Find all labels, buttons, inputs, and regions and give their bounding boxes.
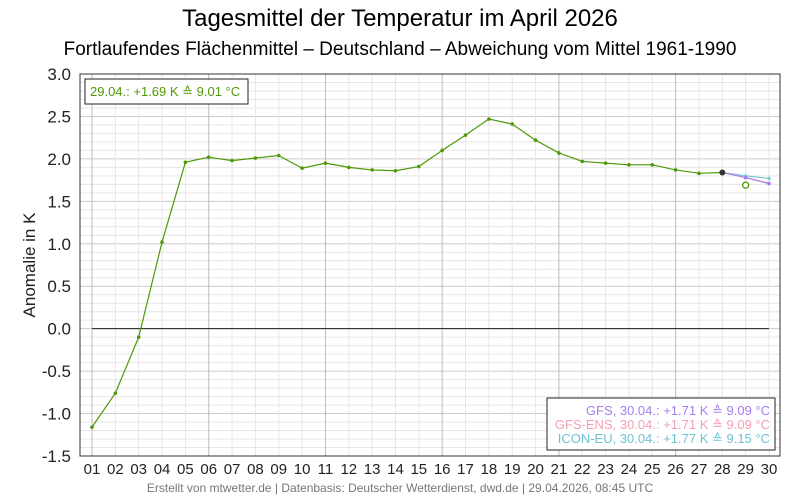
data-point	[440, 148, 444, 153]
x-tick-label: 02	[107, 461, 124, 478]
chart-title: Tagesmittel der Temperatur im April 2026	[182, 5, 618, 32]
current-day-point	[742, 181, 750, 189]
series-line-obs	[91, 118, 723, 428]
legend-box	[546, 397, 776, 451]
y-tick-label: 3.0	[47, 65, 71, 84]
y-tick-label: 1.0	[47, 235, 71, 254]
footer-credits: Erstellt von mtwetter.de | Datenbasis: D…	[146, 481, 654, 495]
data-point	[603, 161, 608, 165]
x-tick-label: 05	[177, 461, 194, 478]
x-tick-label: 25	[644, 461, 661, 478]
data-point	[230, 158, 234, 163]
data-point	[510, 122, 515, 126]
legend-entry: GFS, 30.04.: +1.71 K ≙ 9.09 °C	[586, 403, 770, 418]
x-tick-label: 06	[200, 461, 217, 478]
x-tick-label: 29	[737, 461, 754, 478]
data-point	[346, 165, 351, 170]
x-tick-label: 07	[224, 461, 241, 478]
data-point	[136, 335, 141, 339]
x-tick-label: 13	[364, 461, 381, 478]
x-tick-label: 16	[434, 461, 451, 478]
data-point	[370, 168, 374, 172]
x-tick-label: 19	[504, 461, 521, 478]
data-point	[323, 161, 328, 165]
data-point	[580, 159, 585, 164]
annotation-text: 29.04.: +1.69 K ≙ 9.01 °C	[90, 84, 240, 99]
legend-entry: ICON-EU, 30.04.: +1.77 K ≙ 9.15 °C	[558, 431, 770, 446]
y-tick-label: 0.0	[47, 320, 71, 339]
data-point	[650, 163, 655, 167]
x-tick-label: 20	[527, 461, 544, 478]
x-tick-label: 22	[574, 461, 591, 478]
data-point	[673, 168, 678, 172]
x-tick-label: 15	[410, 461, 427, 478]
annotation-box	[84, 78, 249, 105]
x-tick-label: 26	[667, 461, 684, 478]
data-point	[743, 175, 748, 180]
x-tick-label: 03	[130, 461, 147, 478]
x-tick-label: 01	[84, 461, 101, 478]
data-point	[393, 168, 398, 173]
plot-frame	[79, 73, 781, 457]
data-point	[417, 164, 421, 169]
data-point	[767, 176, 771, 181]
data-point	[767, 181, 771, 186]
data-point	[183, 160, 188, 165]
data-point	[253, 156, 258, 160]
data-point	[557, 151, 561, 155]
y-tick-label: 2.5	[47, 107, 71, 126]
y-tick-label: 2.0	[47, 150, 71, 169]
x-tick-label: 12	[340, 461, 357, 478]
x-tick-label: 10	[294, 461, 311, 478]
y-tick-label: -1.5	[42, 447, 71, 466]
x-tick-label: 23	[597, 461, 614, 478]
chart-subtitle: Fortlaufendes Flächenmittel – Deutschlan…	[63, 39, 737, 60]
last-observed-point	[719, 169, 726, 176]
data-point	[533, 138, 538, 143]
data-point	[697, 171, 701, 176]
x-tick-label: 24	[621, 461, 638, 478]
data-point	[300, 166, 304, 171]
x-tick-label: 18	[481, 461, 498, 478]
data-point	[160, 240, 164, 244]
x-tick-label: 28	[714, 461, 731, 478]
x-tick-label: 08	[247, 461, 264, 478]
x-tick-label: 27	[691, 461, 708, 478]
y-tick-label: 0.5	[47, 277, 71, 296]
x-tick-label: 21	[551, 461, 568, 478]
x-tick-label: 04	[154, 461, 171, 478]
data-point	[463, 133, 468, 137]
x-tick-label: 30	[761, 461, 778, 478]
data-point	[627, 163, 631, 167]
x-tick-label: 11	[318, 461, 334, 478]
data-point	[90, 425, 94, 429]
x-tick-label: 14	[387, 461, 404, 478]
y-tick-label: -0.5	[42, 362, 71, 381]
y-axis-label: Anomalie in K	[20, 212, 39, 318]
data-point	[113, 391, 118, 395]
data-point	[276, 153, 281, 158]
x-tick-label: 09	[270, 461, 287, 478]
y-tick-label: 1.5	[47, 192, 71, 211]
legend-entry: GFS-ENS, 30.04.: +1.71 K ≙ 9.09 °C	[555, 417, 770, 432]
data-point	[206, 155, 211, 159]
x-tick-label: 17	[457, 461, 474, 478]
y-tick-label: -1.0	[42, 405, 71, 424]
data-point	[487, 117, 491, 121]
